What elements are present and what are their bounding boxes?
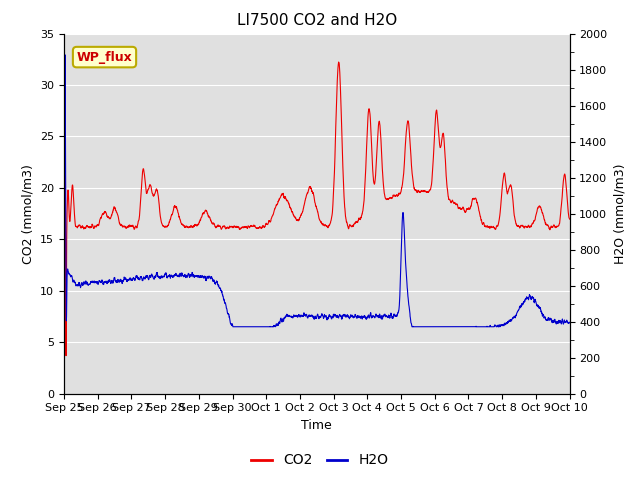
H2O	[229, 324, 237, 330]
CO2	[118, 222, 125, 228]
X-axis label: Time: Time	[301, 419, 332, 432]
H2O	[254, 324, 262, 330]
CO2	[254, 225, 262, 231]
Legend: CO2, H2O: CO2, H2O	[246, 448, 394, 473]
H2O	[556, 320, 564, 326]
Title: LI7500 CO2 and H2O: LI7500 CO2 and H2O	[237, 13, 397, 28]
H2O	[566, 320, 573, 325]
Line: H2O: H2O	[64, 55, 570, 327]
CO2	[502, 178, 509, 183]
CO2	[556, 217, 564, 223]
CO2	[276, 195, 284, 201]
H2O	[502, 321, 509, 327]
Text: WP_flux: WP_flux	[77, 50, 132, 63]
Line: CO2: CO2	[64, 62, 570, 356]
Y-axis label: CO2 (mmol/m3): CO2 (mmol/m3)	[22, 164, 35, 264]
H2O	[276, 319, 284, 324]
H2O	[148, 272, 156, 277]
H2O	[118, 280, 125, 286]
CO2	[62, 353, 70, 359]
Y-axis label: H2O (mmol/m3): H2O (mmol/m3)	[613, 163, 626, 264]
CO2	[335, 59, 342, 65]
CO2	[60, 222, 68, 228]
CO2	[148, 188, 156, 194]
H2O	[61, 52, 69, 58]
CO2	[566, 216, 573, 222]
H2O	[60, 255, 68, 261]
